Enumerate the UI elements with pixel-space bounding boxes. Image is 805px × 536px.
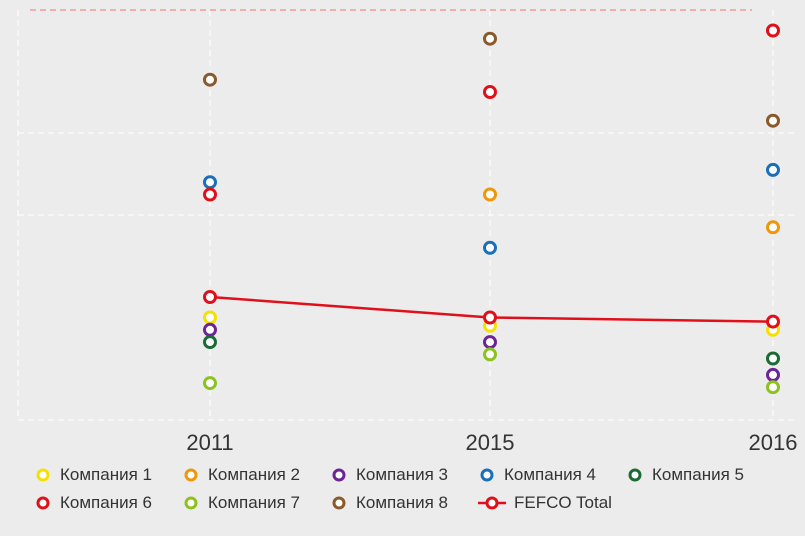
legend-label: FEFCO Total bbox=[514, 493, 612, 512]
legend-marker bbox=[330, 494, 348, 512]
legend-marker bbox=[182, 466, 200, 484]
data-point-series-6 bbox=[483, 85, 497, 99]
data-point-series-5 bbox=[766, 351, 780, 366]
data-point-series-9 bbox=[766, 314, 780, 329]
data-point-series-5 bbox=[203, 335, 217, 350]
data-point-series-9 bbox=[203, 290, 217, 304]
legend-circle bbox=[36, 468, 50, 482]
legend-marker bbox=[478, 494, 506, 512]
data-point-series-1 bbox=[203, 310, 217, 325]
legend-marker-icon bbox=[332, 468, 346, 482]
legend-circle bbox=[184, 496, 198, 510]
legend-circle bbox=[628, 468, 642, 482]
data-point-series-3 bbox=[483, 335, 497, 350]
data-point-series-4 bbox=[766, 162, 780, 177]
legend-circle bbox=[480, 468, 494, 482]
legend-item: Компания 3 bbox=[330, 464, 478, 486]
data-point-series-7 bbox=[483, 347, 497, 362]
plot-area: 2011 2015 2016 bbox=[17, 9, 798, 455]
legend-marker bbox=[34, 494, 52, 512]
legend-label: Компания 5 bbox=[652, 465, 744, 484]
legend-marker bbox=[626, 466, 644, 484]
legend-marker-icon bbox=[184, 468, 198, 482]
legend-item: Компания 4 bbox=[478, 464, 626, 486]
legend-circle bbox=[184, 468, 198, 482]
legend: Компания 1 Компания 2 Компания 3 Компания 4… bbox=[34, 464, 804, 514]
x-tick-label: 2011 bbox=[186, 430, 233, 455]
legend-circle bbox=[485, 496, 499, 510]
legend-marker-icon bbox=[184, 496, 198, 510]
data-point-series-8 bbox=[766, 113, 780, 128]
legend-label: Компания 4 bbox=[504, 465, 596, 484]
data-point-series-8 bbox=[483, 31, 497, 46]
data-point-series-2 bbox=[483, 187, 497, 202]
legend-label: Компания 7 bbox=[208, 493, 300, 512]
legend-label: Компания 6 bbox=[60, 493, 152, 512]
legend-circle bbox=[36, 496, 50, 510]
data-point-series-6 bbox=[766, 23, 780, 38]
legend-item: Компания 2 bbox=[182, 464, 330, 486]
legend-label: Компания 1 bbox=[60, 465, 152, 484]
data-point-series-8 bbox=[203, 72, 217, 87]
legend-circle bbox=[332, 496, 346, 510]
x-tick-label: 2016 bbox=[749, 430, 798, 455]
legend-label: Компания 2 bbox=[208, 465, 300, 484]
legend-label: Компания 3 bbox=[356, 465, 448, 484]
data-point-series-2 bbox=[766, 220, 780, 235]
legend-marker bbox=[182, 494, 200, 512]
data-point-series-4 bbox=[483, 240, 497, 255]
data-point-series-3 bbox=[203, 322, 217, 337]
data-point-series-7 bbox=[766, 380, 780, 395]
legend-circle bbox=[332, 468, 346, 482]
legend-item: FEFCO Total bbox=[478, 492, 626, 514]
legend-marker-icon bbox=[36, 468, 50, 482]
data-point-series-3 bbox=[766, 367, 780, 382]
legend-item: Компания 1 bbox=[34, 464, 182, 486]
legend-marker-icon bbox=[480, 468, 494, 482]
legend-marker-icon bbox=[628, 468, 642, 482]
legend-marker-icon bbox=[332, 496, 346, 510]
data-point-series-7 bbox=[203, 376, 217, 391]
legend-item: Компания 7 bbox=[182, 492, 330, 514]
legend-marker-icon bbox=[36, 496, 50, 510]
legend-marker bbox=[330, 466, 348, 484]
x-tick-label: 2015 bbox=[466, 430, 515, 455]
legend-item: Компания 6 bbox=[34, 492, 182, 514]
legend-marker-icon bbox=[478, 496, 506, 510]
legend-marker bbox=[34, 466, 52, 484]
legend-item: Компания 5 bbox=[626, 464, 766, 486]
data-point-series-9 bbox=[483, 310, 497, 325]
legend-marker bbox=[478, 466, 496, 484]
legend-item: Компания 8 bbox=[330, 492, 478, 514]
data-point-series-4 bbox=[203, 175, 217, 190]
legend-label: Компания 8 bbox=[356, 493, 448, 512]
data-point-series-6 bbox=[203, 187, 217, 202]
